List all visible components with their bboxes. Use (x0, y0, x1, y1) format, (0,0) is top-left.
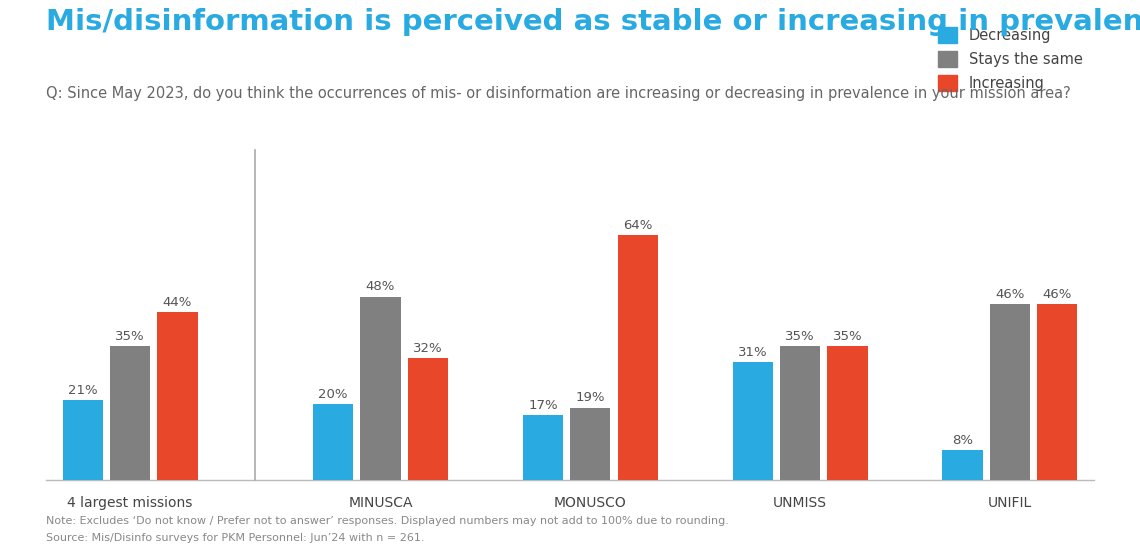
Text: 48%: 48% (366, 280, 396, 294)
Bar (523, 415, 563, 480)
Bar (828, 346, 868, 480)
Bar (943, 450, 983, 480)
Bar (314, 404, 353, 480)
Text: 46%: 46% (995, 288, 1025, 301)
Bar (570, 407, 610, 480)
Bar (111, 346, 150, 480)
Text: 32%: 32% (413, 342, 442, 355)
Bar (618, 235, 658, 480)
Bar (1037, 304, 1077, 480)
Text: 44%: 44% (163, 296, 193, 309)
Bar (157, 312, 197, 480)
Text: 35%: 35% (832, 330, 862, 343)
Text: Note: Excludes ‘Do not know / Prefer not to answer’ responses. Displayed numbers: Note: Excludes ‘Do not know / Prefer not… (46, 516, 728, 526)
Text: Source: Mis/Disinfo surveys for PKM Personnel: Jun’24 with n = 261.: Source: Mis/Disinfo surveys for PKM Pers… (46, 533, 424, 543)
Text: 8%: 8% (952, 433, 972, 447)
Text: Q: Since May 2023, do you think the occurrences of mis- or disinformation are in: Q: Since May 2023, do you think the occu… (46, 86, 1070, 100)
Text: 20%: 20% (318, 388, 348, 401)
Bar (990, 304, 1029, 480)
Bar (63, 400, 103, 480)
Text: 21%: 21% (68, 384, 98, 397)
Text: 35%: 35% (115, 330, 145, 343)
Text: 19%: 19% (576, 391, 605, 405)
Text: 46%: 46% (1042, 288, 1072, 301)
Text: Mis/disinformation is perceived as stable or increasing in prevalence: Mis/disinformation is perceived as stabl… (46, 8, 1140, 36)
Bar (733, 362, 773, 480)
Text: 17%: 17% (528, 399, 557, 412)
Text: 35%: 35% (785, 330, 815, 343)
Legend: Decreasing, Stays the same, Increasing: Decreasing, Stays the same, Increasing (934, 23, 1088, 95)
Text: 31%: 31% (738, 346, 767, 359)
Text: 64%: 64% (622, 219, 652, 232)
Bar (360, 296, 400, 480)
Bar (408, 358, 448, 480)
Bar (780, 346, 820, 480)
